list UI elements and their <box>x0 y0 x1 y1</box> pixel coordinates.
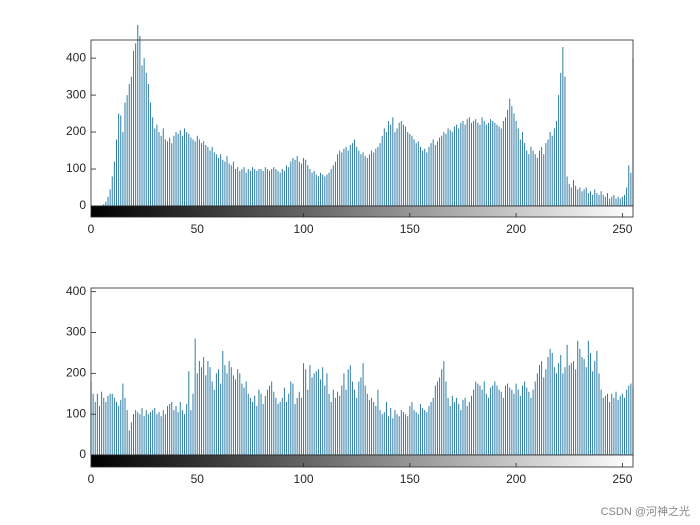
x-tick-label: 100 <box>294 472 314 486</box>
x-tick-label: 200 <box>506 222 526 236</box>
y-tick-label: 200 <box>66 366 86 380</box>
colorbar <box>90 454 634 468</box>
y-tick-label: 300 <box>66 87 86 101</box>
x-tick-label: 150 <box>400 472 420 486</box>
x-tick-label: 0 <box>88 222 95 236</box>
y-tick-label: 300 <box>66 325 86 339</box>
x-tick-label: 50 <box>191 222 205 236</box>
x-tick-label: 150 <box>400 222 420 236</box>
y-tick-label: 0 <box>79 447 86 461</box>
y-tick-label: 0 <box>79 198 86 212</box>
y-tick-label: 100 <box>66 406 86 420</box>
x-tick-label: 200 <box>506 472 526 486</box>
y-tick-label: 400 <box>66 284 86 298</box>
y-tick-label: 400 <box>66 50 86 64</box>
x-tick-label: 50 <box>191 472 205 486</box>
x-tick-label: 0 <box>88 472 95 486</box>
x-tick-label: 250 <box>612 472 632 486</box>
colorbar <box>90 205 634 218</box>
watermark: CSDN @河神之光 <box>601 504 690 518</box>
y-tick-label: 200 <box>66 124 86 138</box>
y-tick-label: 100 <box>66 161 86 175</box>
x-tick-label: 100 <box>294 222 314 236</box>
x-tick-label: 250 <box>612 222 632 236</box>
